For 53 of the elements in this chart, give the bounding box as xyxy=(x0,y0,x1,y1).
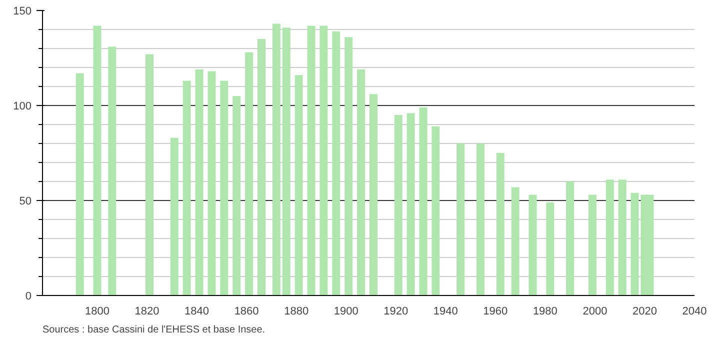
x-tick-label: 1840 xyxy=(184,306,210,318)
bar xyxy=(357,69,366,296)
x-tick-label: 1920 xyxy=(384,306,408,318)
bar xyxy=(528,194,537,296)
bar xyxy=(108,46,116,296)
bar xyxy=(476,144,484,296)
bar xyxy=(432,126,440,296)
bar xyxy=(282,28,290,296)
x-tick-label: 1860 xyxy=(234,306,259,318)
bar xyxy=(546,202,554,296)
bar xyxy=(307,26,316,296)
x-tick-label: 1800 xyxy=(85,306,110,318)
y-tick-label: 100 xyxy=(13,100,32,112)
bar xyxy=(511,187,520,296)
x-tick-label: 1980 xyxy=(532,306,558,318)
bar xyxy=(93,26,102,296)
bar xyxy=(146,54,154,296)
x-tick-label: 2000 xyxy=(582,306,608,318)
source-note: Sources : base Cassini de l'EHESS et base Insee. xyxy=(42,324,266,336)
x-tick-label: 1820 xyxy=(134,306,160,318)
x-tick-label: 2040 xyxy=(682,306,707,318)
bar xyxy=(245,52,254,296)
bar xyxy=(369,94,378,296)
bar xyxy=(320,26,328,296)
bar xyxy=(182,80,191,296)
y-tick-label: 150 xyxy=(13,6,32,18)
bar xyxy=(456,144,465,296)
y-tick-label: 50 xyxy=(19,196,32,208)
bar xyxy=(76,73,84,296)
y-tick-label: 0 xyxy=(25,290,32,302)
bar xyxy=(606,180,614,296)
bar xyxy=(258,39,266,296)
bar xyxy=(496,153,504,296)
x-tick-label: 1960 xyxy=(483,306,508,318)
bar xyxy=(566,182,574,296)
bar xyxy=(220,80,228,296)
bar xyxy=(618,180,626,296)
x-tick-label: 1880 xyxy=(284,306,309,318)
bar xyxy=(232,96,241,296)
bar xyxy=(406,113,415,296)
bar xyxy=(170,138,178,296)
bar xyxy=(294,75,303,296)
bar xyxy=(195,69,204,296)
bar xyxy=(344,37,353,296)
x-tick-label: 2020 xyxy=(632,306,657,318)
bar xyxy=(419,107,428,296)
bar xyxy=(332,31,340,296)
x-tick-label: 1940 xyxy=(433,306,458,318)
bar xyxy=(588,194,596,296)
bar xyxy=(394,115,402,296)
bar xyxy=(272,24,280,296)
bar xyxy=(208,71,216,296)
x-tick-label: 1900 xyxy=(334,306,358,318)
